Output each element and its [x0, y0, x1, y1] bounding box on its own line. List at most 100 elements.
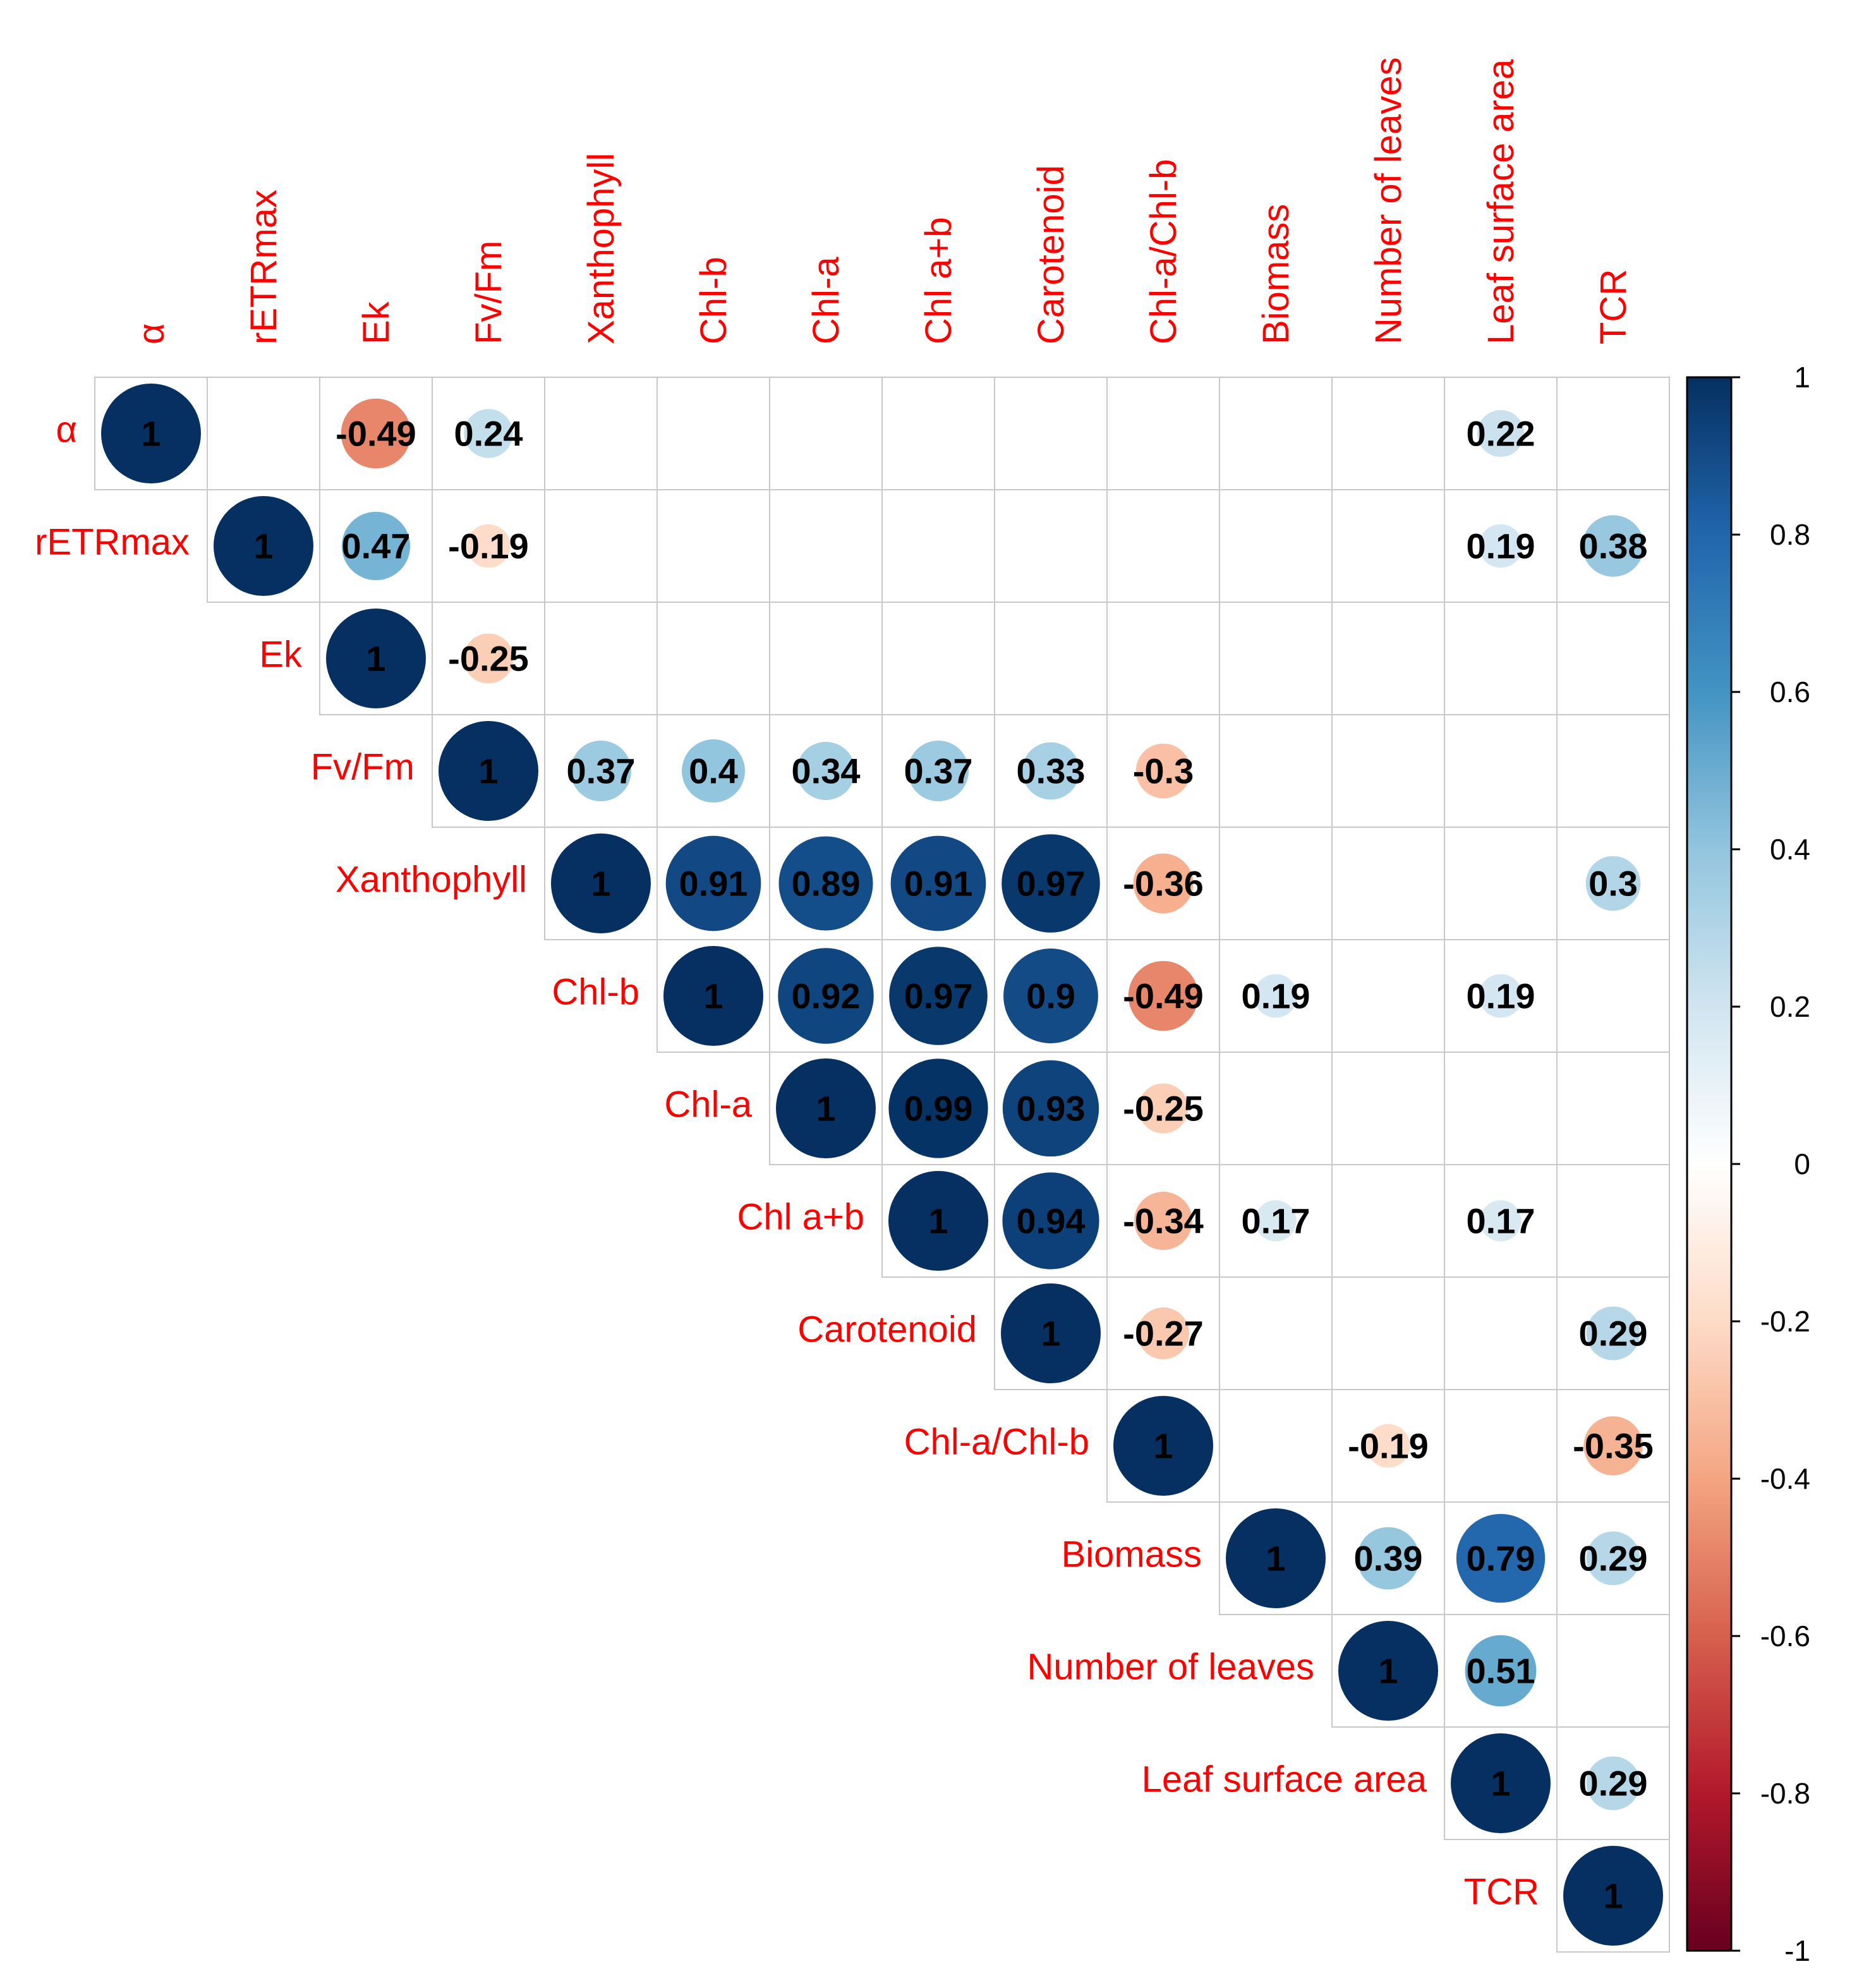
corr-circle-chl-a-b-carotenoid [1002, 1172, 1099, 1270]
column-label-chl-b: Chl-b [693, 257, 734, 344]
corr-value-biomass-leaf-surface-area: 0.79 [1467, 1539, 1535, 1579]
colorbar-tick-label: 0.6 [1770, 676, 1810, 708]
corr-value-biomass-number-of-leaves: 0.39 [1354, 1539, 1423, 1579]
corr-value-chl-a-chl-b-number-of-leaves: -0.19 [1348, 1426, 1429, 1466]
column-label-leaf-surface-area: Leaf surface area [1480, 59, 1522, 344]
corr-circle-alpha-leaf-surface-area [1477, 409, 1525, 458]
grid-cell [1444, 1276, 1558, 1390]
grid-cell [1219, 714, 1333, 828]
column-label-number-of-leaves: Number of leaves [1368, 57, 1409, 344]
corr-circle-xanthophyll-tcr [1585, 856, 1641, 911]
corr-circle-fv-fm-chl-a [796, 741, 856, 801]
colorbar-tick-label: 1 [1794, 361, 1810, 394]
corr-circle-chl-b-leaf-surface-area [1479, 974, 1523, 1018]
column-labels: α rETRmax Ek Fv/Fm Xanthophyll Chl-b Chl-a Chl … [131, 57, 1634, 344]
corr-circle-chl-b-carotenoid [1003, 949, 1098, 1043]
corr-circle-alpha-alpha [101, 384, 201, 483]
grid-cell [994, 489, 1108, 603]
grid-cell [769, 489, 883, 603]
corr-circle-chl-a-chl-a-chl-b [1138, 1083, 1189, 1134]
column-label-xanthophyll: Xanthophyll [581, 153, 622, 344]
corr-circle-chl-b-biomass [1254, 974, 1298, 1018]
corr-value-chl-b-chl-b: 1 [703, 976, 723, 1016]
corr-value-chl-a-carotenoid: 0.93 [1017, 1089, 1086, 1129]
colorbar-tick-label: 0.8 [1770, 518, 1810, 551]
corr-circle-xanthophyll-chl-a-b [890, 835, 986, 931]
corr-value-alpha-fv-fm: 0.24 [454, 414, 523, 454]
corr-value-carotenoid-tcr: 0.29 [1579, 1314, 1648, 1354]
row-label-leaf-surface-area: Leaf surface area [1142, 1759, 1427, 1800]
grid-cell [1331, 1164, 1445, 1278]
corr-value-fv-fm-carotenoid: 0.33 [1017, 751, 1086, 791]
colorbar-tick-label: -1 [1784, 1934, 1810, 1967]
corr-circle-xanthophyll-chl-b [665, 835, 761, 931]
grid-cell [769, 602, 883, 715]
corr-value-ek-fv-fm: -0.25 [448, 639, 529, 679]
corr-value-number-of-leaves-number-of-leaves: 1 [1378, 1651, 1398, 1691]
corr-value-chl-b-leaf-surface-area: 0.19 [1467, 976, 1535, 1016]
corr-circle-tcr-tcr [1563, 1846, 1663, 1946]
grid-lines [94, 377, 1670, 1953]
corr-value-chl-a-b-chl-a-b: 1 [928, 1201, 948, 1241]
grid-cell [1219, 377, 1333, 490]
row-label-chl-a: Chl-a [664, 1084, 752, 1125]
column-label-chl-a-chl-b: Chl-a/Chl-b [1143, 159, 1184, 344]
corr-circle-biomass-tcr [1586, 1531, 1640, 1585]
column-label-retrmax: rETRmax [243, 190, 284, 344]
corr-circle-chl-a-b-chl-a-chl-b [1134, 1191, 1193, 1251]
corr-value-xanthophyll-xanthophyll: 1 [591, 864, 610, 904]
corr-circle-biomass-number-of-leaves [1357, 1527, 1420, 1590]
corr-circle-xanthophyll-chl-a [778, 836, 873, 931]
corr-circle-fv-fm-chl-a-chl-b [1135, 743, 1191, 799]
corr-value-xanthophyll-chl-b: 0.91 [679, 864, 748, 904]
corr-value-chl-a-chl-a-b: 0.99 [904, 1089, 973, 1129]
corr-circle-retrmax-retrmax [214, 496, 313, 596]
grid-cell [1331, 377, 1445, 490]
corr-value-tcr-tcr: 1 [1603, 1876, 1623, 1916]
corr-value-leaf-surface-area-tcr: 0.29 [1579, 1764, 1648, 1803]
colorbar-tick-label: -0.6 [1760, 1620, 1810, 1652]
row-label-chl-a-chl-b: Chl-a/Chl-b [904, 1422, 1089, 1463]
correlation-circles [101, 384, 1663, 1946]
grid-cell [1444, 827, 1558, 940]
corr-value-alpha-alpha: 1 [141, 414, 160, 454]
grid-cell [1556, 1839, 1670, 1953]
grid-cell [1556, 1614, 1670, 1728]
column-label-chl-a: Chl-a [806, 257, 847, 344]
grid-cell [1106, 489, 1220, 603]
corr-circle-chl-a-chl-b-chl-a-chl-b [1113, 1396, 1213, 1496]
corr-value-xanthophyll-chl-a-b: 0.91 [904, 864, 973, 904]
corr-circle-fv-fm-chl-a-b [907, 740, 969, 802]
corr-circle-chl-a-carotenoid [1002, 1060, 1099, 1157]
grid-cell [1331, 1276, 1445, 1390]
corr-value-fv-fm-fv-fm: 1 [478, 751, 498, 791]
corr-circle-leaf-surface-area-leaf-surface-area [1451, 1733, 1551, 1833]
corr-circle-retrmax-fv-fm [466, 524, 511, 568]
corr-circle-carotenoid-carotenoid [1001, 1283, 1101, 1383]
colorbar-gradient [1686, 376, 1733, 1952]
colorbar-tick-label: 0.4 [1770, 833, 1810, 866]
corr-circle-chl-b-chl-a [778, 948, 874, 1044]
row-label-chl-a-b: Chl a+b [737, 1197, 864, 1238]
corr-value-ek-ek: 1 [366, 639, 385, 679]
grid-cell [657, 377, 770, 490]
grid-cell [881, 377, 995, 490]
corr-circle-chl-a-chl-a-b [888, 1058, 988, 1158]
corr-value-biomass-tcr: 0.29 [1579, 1539, 1648, 1579]
corr-value-chl-a-chl-a-chl-b: -0.25 [1123, 1089, 1204, 1129]
column-label-fv-fm: Fv/Fm [468, 241, 509, 344]
row-label-chl-b: Chl-b [552, 972, 639, 1013]
corr-circle-chl-a-chl-b-tcr [1583, 1416, 1643, 1476]
colorbar-tick-label: -0.2 [1760, 1305, 1810, 1338]
corr-value-retrmax-ek: 0.47 [342, 526, 411, 566]
grid-cell [881, 602, 995, 715]
corr-value-chl-b-carotenoid: 0.9 [1026, 976, 1075, 1016]
corr-circle-alpha-ek [341, 398, 411, 469]
grid-cell [1331, 939, 1445, 1053]
corr-value-retrmax-fv-fm: -0.19 [448, 526, 529, 566]
grid-cell [1444, 602, 1558, 715]
grid-cell [1331, 827, 1445, 940]
grid-cell [1219, 1276, 1333, 1390]
corr-value-chl-a-b-chl-a-chl-b: -0.34 [1123, 1201, 1204, 1241]
corr-circle-ek-fv-fm [463, 633, 514, 684]
